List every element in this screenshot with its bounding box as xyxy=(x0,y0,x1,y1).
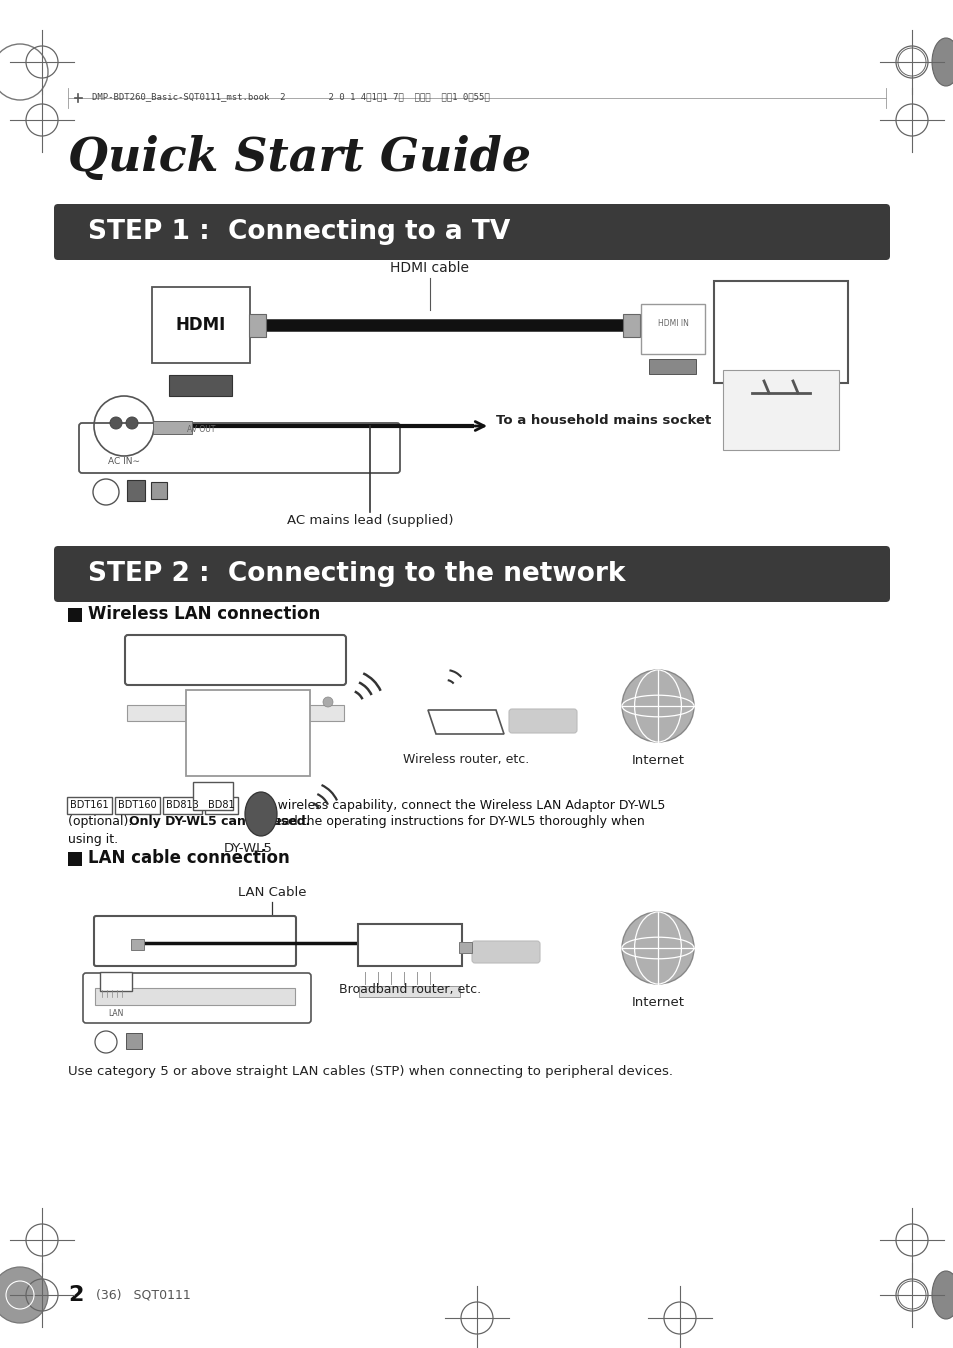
FancyBboxPatch shape xyxy=(204,797,237,814)
FancyBboxPatch shape xyxy=(472,941,539,962)
FancyBboxPatch shape xyxy=(125,635,346,685)
FancyBboxPatch shape xyxy=(162,797,201,814)
FancyBboxPatch shape xyxy=(359,985,460,996)
Text: : For wireless capability, connect the Wireless LAN Adaptor DY-WL5: : For wireless capability, connect the W… xyxy=(241,798,664,811)
Text: To a household mains socket: To a household mains socket xyxy=(496,414,711,426)
FancyBboxPatch shape xyxy=(153,421,193,434)
Text: Wireless LAN connection: Wireless LAN connection xyxy=(88,605,320,623)
Text: BDT161: BDT161 xyxy=(70,801,109,810)
Bar xyxy=(68,608,82,621)
FancyBboxPatch shape xyxy=(99,972,132,991)
FancyBboxPatch shape xyxy=(713,280,847,383)
FancyBboxPatch shape xyxy=(79,423,399,473)
Text: using it.: using it. xyxy=(68,833,118,845)
Text: LAN Cable: LAN Cable xyxy=(237,886,306,899)
Circle shape xyxy=(110,417,122,429)
FancyBboxPatch shape xyxy=(250,314,266,337)
FancyBboxPatch shape xyxy=(95,988,294,1006)
Text: (optional).: (optional). xyxy=(68,816,136,829)
FancyBboxPatch shape xyxy=(623,314,639,337)
FancyBboxPatch shape xyxy=(94,917,295,967)
Text: Broadband router, etc.: Broadband router, etc. xyxy=(338,984,480,996)
FancyBboxPatch shape xyxy=(193,782,233,810)
Text: Read the operating instructions for DY-WL5 thoroughly when: Read the operating instructions for DY-W… xyxy=(261,816,644,829)
Text: Wireless router, etc.: Wireless router, etc. xyxy=(402,754,529,767)
Text: Internet: Internet xyxy=(631,996,684,1008)
Circle shape xyxy=(95,1031,117,1053)
Text: AV OUT: AV OUT xyxy=(187,425,215,434)
FancyBboxPatch shape xyxy=(459,941,472,953)
Text: HDMI: HDMI xyxy=(175,315,226,334)
Text: LAN cable connection: LAN cable connection xyxy=(88,849,290,867)
Text: AC mains lead (supplied): AC mains lead (supplied) xyxy=(287,514,453,527)
FancyBboxPatch shape xyxy=(186,690,310,776)
FancyBboxPatch shape xyxy=(114,797,159,814)
Text: HDMI IN: HDMI IN xyxy=(657,318,688,328)
Circle shape xyxy=(323,697,333,706)
Circle shape xyxy=(621,913,693,984)
Bar xyxy=(68,852,82,865)
Text: BD813: BD813 xyxy=(166,801,198,810)
FancyBboxPatch shape xyxy=(152,481,168,499)
Text: STEP 1 :  Connecting to a TV: STEP 1 : Connecting to a TV xyxy=(88,218,510,245)
Circle shape xyxy=(92,479,119,506)
Ellipse shape xyxy=(931,1271,953,1318)
FancyBboxPatch shape xyxy=(649,359,696,373)
Text: AC IN∼: AC IN∼ xyxy=(108,457,140,466)
Text: Only DY-WL5 can be used.: Only DY-WL5 can be used. xyxy=(129,816,310,829)
FancyBboxPatch shape xyxy=(152,287,250,363)
FancyBboxPatch shape xyxy=(127,705,344,721)
Text: Quick Start Guide: Quick Start Guide xyxy=(68,135,531,181)
Text: DMP-BDT260_Basic-SQT0111_mst.book  2        2 0 1 4年1月1 7日  金曜日  午前1 0時55分: DMP-BDT260_Basic-SQT0111_mst.book 2 2 0 … xyxy=(91,93,489,101)
Polygon shape xyxy=(428,710,503,735)
Text: HDMI cable: HDMI cable xyxy=(390,262,469,275)
Text: 2: 2 xyxy=(68,1285,83,1305)
Text: (36)   SQT0111: (36) SQT0111 xyxy=(96,1289,191,1302)
Ellipse shape xyxy=(245,793,276,836)
Circle shape xyxy=(0,1267,48,1322)
FancyBboxPatch shape xyxy=(54,204,889,260)
Text: STEP 2 :  Connecting to the network: STEP 2 : Connecting to the network xyxy=(88,561,625,586)
Text: BD81: BD81 xyxy=(208,801,234,810)
FancyBboxPatch shape xyxy=(509,709,577,733)
FancyBboxPatch shape xyxy=(67,797,112,814)
FancyBboxPatch shape xyxy=(126,1033,142,1049)
Text: Use category 5 or above straight LAN cables (STP) when connecting to peripheral : Use category 5 or above straight LAN cab… xyxy=(68,1065,672,1078)
FancyBboxPatch shape xyxy=(357,923,461,967)
Text: DY-WL5: DY-WL5 xyxy=(223,841,273,855)
Circle shape xyxy=(126,417,138,429)
Text: Internet: Internet xyxy=(631,754,684,767)
Text: BDT160: BDT160 xyxy=(118,801,156,810)
Circle shape xyxy=(621,670,693,741)
FancyBboxPatch shape xyxy=(54,546,889,603)
FancyBboxPatch shape xyxy=(127,480,146,500)
FancyBboxPatch shape xyxy=(722,369,838,450)
FancyBboxPatch shape xyxy=(83,973,311,1023)
Ellipse shape xyxy=(931,38,953,86)
FancyBboxPatch shape xyxy=(170,375,233,395)
Text: LAN: LAN xyxy=(109,1010,124,1019)
FancyBboxPatch shape xyxy=(132,938,144,949)
FancyBboxPatch shape xyxy=(640,305,704,355)
